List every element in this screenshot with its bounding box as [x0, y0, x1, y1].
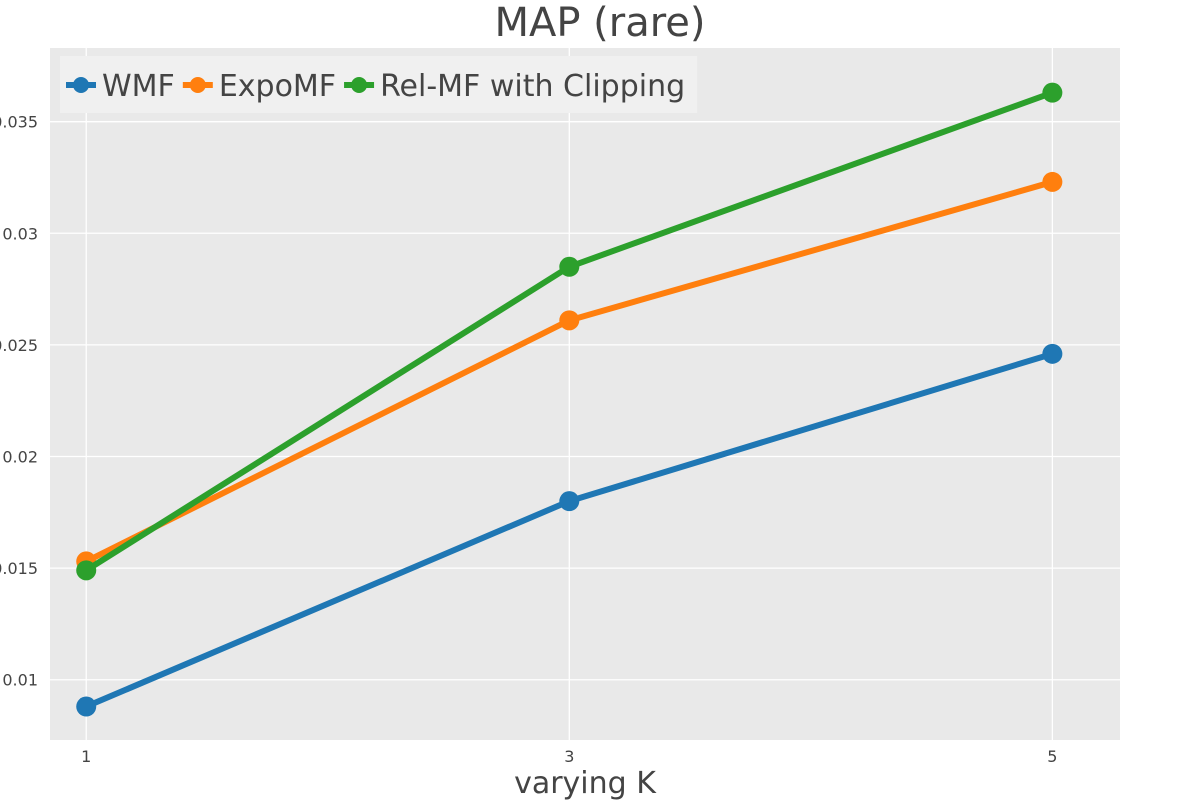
x-tick-label: 3: [564, 747, 574, 766]
x-tick-label: 1: [81, 747, 91, 766]
data-point[interactable]: [559, 256, 580, 277]
legend-item[interactable]: WMF: [66, 69, 175, 104]
series-wmf: [76, 343, 1063, 717]
grid: [50, 48, 1120, 740]
series-layer: [76, 82, 1063, 717]
x-tick-label: 5: [1047, 747, 1057, 766]
data-point[interactable]: [1042, 82, 1063, 103]
data-point[interactable]: [559, 491, 580, 512]
legend-swatch-marker: [351, 77, 368, 93]
series-rel-mf-with-clipping: [76, 82, 1063, 581]
y-tick-label: 0.025: [0, 336, 38, 355]
y-tick-label: 0.015: [0, 559, 38, 578]
legend-swatch-marker: [73, 77, 89, 93]
y-tick-label: 0.035: [0, 113, 38, 132]
data-point[interactable]: [559, 310, 580, 331]
legend-swatch-marker: [189, 77, 206, 93]
x-axis-title: varying K: [514, 766, 657, 800]
tick-labels: 0.01 0.015 0.02 0.025 0.03 0.035 1 3 5: [0, 113, 1057, 766]
chart-title: MAP (rare): [494, 0, 705, 46]
data-point[interactable]: [1042, 343, 1063, 364]
plot-area: [50, 48, 1120, 740]
data-point[interactable]: [1042, 171, 1063, 192]
legend-item[interactable]: Rel-MF with Clipping: [344, 69, 685, 104]
legend-background: [60, 56, 698, 113]
y-tick-label: 0.02: [2, 448, 38, 467]
legend-label: Rel-MF with Clipping: [380, 69, 685, 104]
y-tick-label: 0.03: [2, 224, 38, 243]
legend-label: ExpoMF: [219, 69, 336, 104]
data-point[interactable]: [76, 560, 97, 581]
legend-item[interactable]: ExpoMF: [182, 69, 336, 104]
y-tick-label: 0.01: [2, 671, 38, 690]
legend[interactable]: WMF ExpoMF Rel-MF with Clipping: [60, 56, 698, 113]
data-point[interactable]: [76, 696, 97, 717]
legend-label: WMF: [102, 69, 175, 104]
